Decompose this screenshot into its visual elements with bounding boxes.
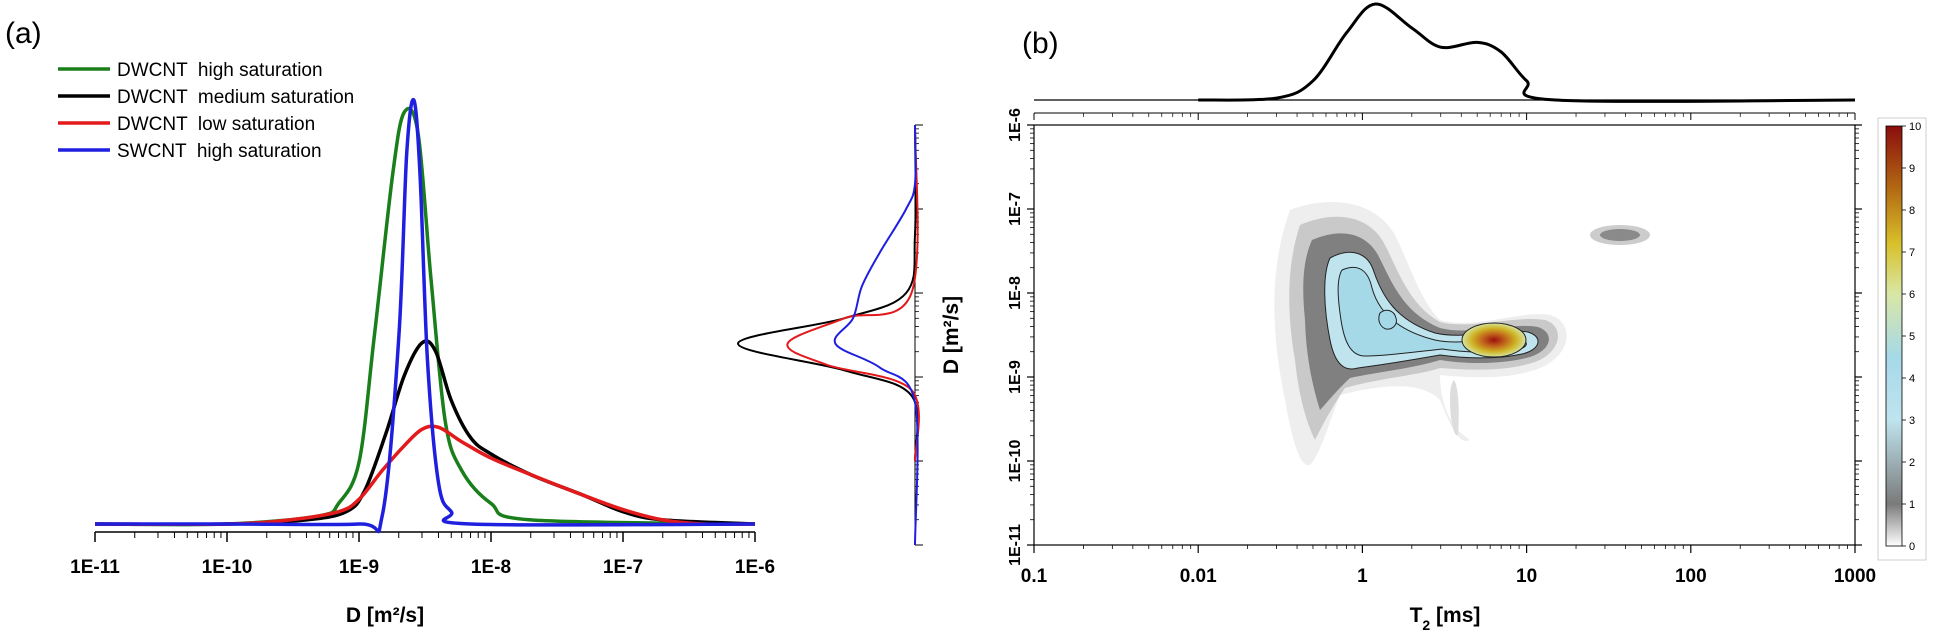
b-y-tick-label: 1E-6 <box>1007 108 1024 142</box>
panel-b-y-ticks <box>1027 124 1862 546</box>
contour-island <box>1378 309 1397 330</box>
panel-a-inset: D [m²/s] <box>736 124 963 546</box>
series-line-2 <box>94 424 756 527</box>
panel-label-b: (b) <box>1022 27 1059 60</box>
colorbar-tick-label: 10 <box>1909 121 1921 133</box>
panel-a-chart: 1E-11 1E-10 1E-9 1E-8 1E-7 1E-6 D [m²/s] <box>70 97 775 627</box>
b-x-tick-label: 100 <box>1675 566 1707 587</box>
b-y-tick-label: 1E-10 <box>1007 440 1024 483</box>
b-y-tick-label: 1E-11 <box>1007 524 1024 566</box>
panel-a-series-lines <box>94 97 756 534</box>
colorbar-tick-label: 5 <box>1909 331 1915 343</box>
x-tick-label: 1E-10 <box>202 557 253 578</box>
inset-y-axis-title: D [m²/s] <box>940 296 963 374</box>
heatmap-peak-main <box>1461 322 1527 358</box>
x-tick-label: 1E-11 <box>70 557 120 578</box>
legend-label-dwcnt-high: DWCNT high saturation <box>117 60 323 81</box>
panel-b-x-ticks <box>1033 545 1856 553</box>
panel-a-legend: DWCNT high saturation DWCNT medium satur… <box>58 60 354 162</box>
colorbar-tick-label: 8 <box>1909 205 1915 217</box>
contour-streak <box>1450 380 1459 436</box>
x-axis-title-units: [ms] <box>1430 604 1480 627</box>
inset-series-line-2 <box>833 124 919 546</box>
colorbar-tick-label: 7 <box>1909 247 1915 259</box>
top-projection-ticks <box>1033 113 1856 120</box>
colorbar-tick-labels: 0 1 2 3 4 5 6 7 8 9 10 <box>1902 121 1921 553</box>
b-x-tick-label: 1 <box>1357 566 1368 587</box>
panel-a-x-axis-title: D [m²/s] <box>346 604 424 627</box>
b-y-tick-label: 1E-9 <box>1007 360 1024 394</box>
inset-series-lines <box>736 124 920 546</box>
b-x-tick-label: 10 <box>1516 566 1537 587</box>
x-tick-label: 1E-7 <box>603 557 643 578</box>
x-tick-label: 1E-6 <box>735 557 775 578</box>
legend-label-dwcnt-low: DWCNT low saturation <box>117 114 315 135</box>
panel-a-x-ticks <box>94 532 756 542</box>
legend-label-dwcnt-medium: DWCNT medium saturation <box>117 87 354 108</box>
b-x-tick-label: 0.01 <box>1180 566 1217 587</box>
colorbar-tick-label: 9 <box>1909 163 1915 175</box>
b-y-tick-label: 1E-8 <box>1007 276 1024 310</box>
panel-label-a: (a) <box>5 17 42 50</box>
colorbar-tick-label: 2 <box>1909 457 1915 469</box>
b-x-tick-label: 0.1 <box>1021 566 1048 587</box>
colorbar-border <box>1877 117 1927 561</box>
colorbar-gradient <box>1885 125 1903 547</box>
colorbar-tick-label: 0 <box>1909 541 1915 553</box>
x-tick-label: 1E-9 <box>339 557 379 578</box>
panel-b-top-projection <box>1033 2 1856 120</box>
colorbar-tick-label: 6 <box>1909 289 1915 301</box>
series-line-3 <box>95 97 756 534</box>
panel-b-y-tick-labels: 1E-6 1E-7 1E-8 1E-9 1E-10 1E-11 <box>1007 108 1024 566</box>
top-projection-curve <box>1198 2 1856 103</box>
b-y-tick-label: 1E-7 <box>1007 192 1024 226</box>
colorbar-tick-label: 3 <box>1909 415 1915 427</box>
legend-label-swcnt-high: SWCNT high saturation <box>117 141 322 162</box>
colorbar-tick-label: 4 <box>1909 373 1915 385</box>
panel-b-x-axis-title: T2 [ms] <box>1410 604 1481 633</box>
heatmap-contours <box>1274 202 1650 466</box>
x-axis-title-subscript: 2 <box>1422 617 1430 633</box>
x-axis-title-main: T <box>1410 604 1423 627</box>
panel-a-x-tick-labels: 1E-11 1E-10 1E-9 1E-8 1E-7 1E-6 <box>70 557 775 578</box>
panel-b-x-tick-labels: 0.1 0.01 1 10 100 1000 <box>1021 566 1876 587</box>
inset-series-line-0 <box>736 124 919 462</box>
x-tick-label: 1E-8 <box>471 557 511 578</box>
heatmap-peak-small-inner <box>1600 229 1640 241</box>
colorbar-tick-label: 1 <box>1909 499 1915 511</box>
colorbar: 0 1 2 3 4 5 6 7 8 9 10 <box>1877 117 1927 561</box>
b-x-tick-label: 1000 <box>1834 566 1876 587</box>
panel-b-chart: 0.1 0.01 1 10 100 1000 1E-61E-71E-81E-91E-101… <box>1007 2 1927 633</box>
